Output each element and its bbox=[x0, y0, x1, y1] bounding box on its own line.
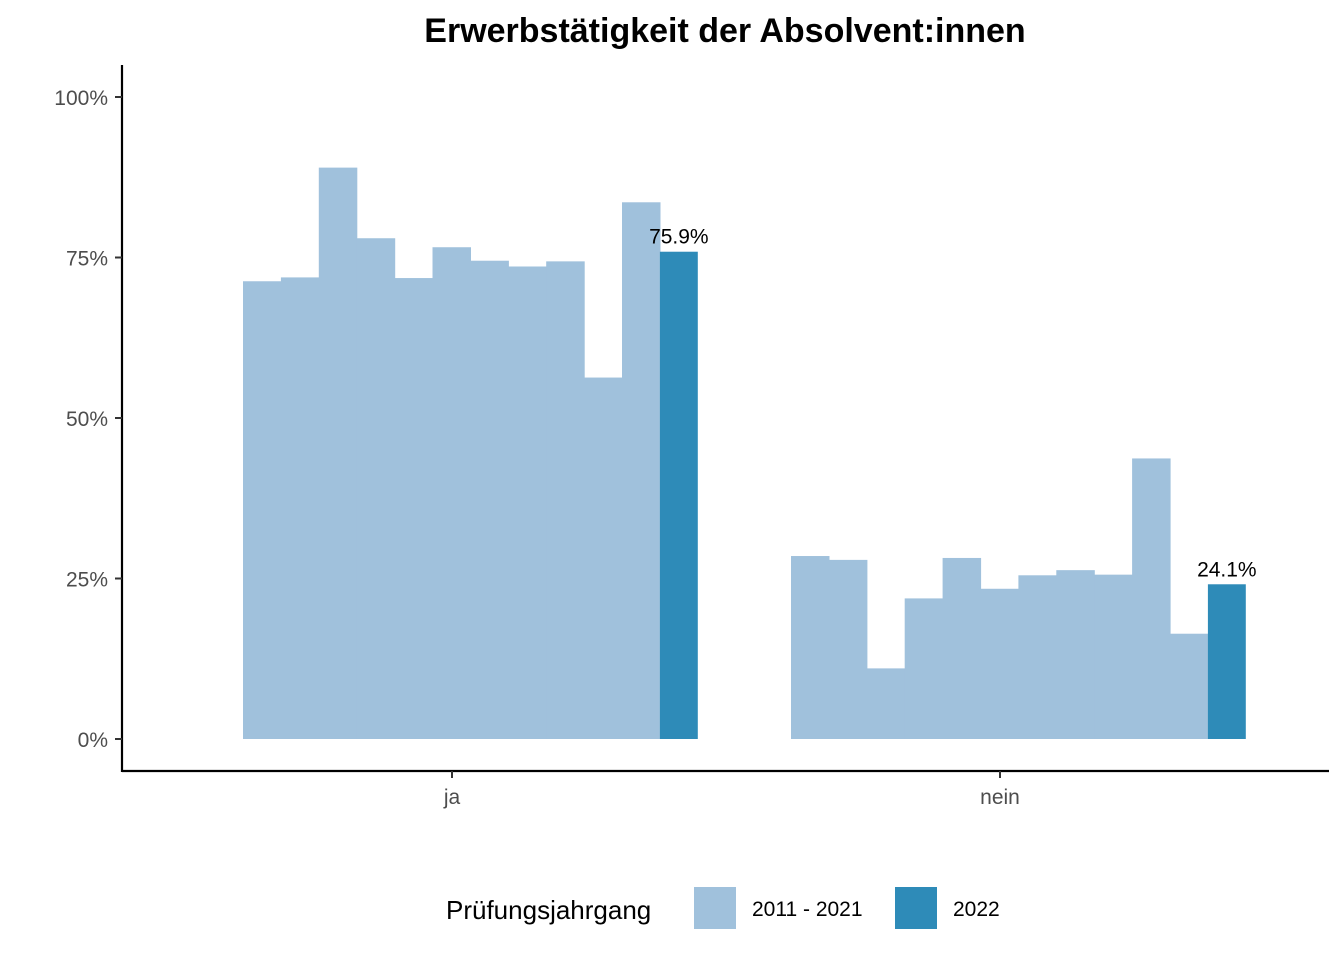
bar-ja-9 bbox=[546, 261, 585, 739]
bar-nein-10 bbox=[1132, 458, 1171, 739]
bar-ja-11 bbox=[622, 202, 661, 740]
value-labels-layer: 75.9% 24.1% bbox=[649, 226, 1257, 582]
bar-nein-5 bbox=[942, 557, 982, 739]
bar-nein-11 bbox=[1170, 633, 1209, 739]
bar-nein-4 bbox=[904, 598, 944, 739]
bar-ja-2 bbox=[280, 277, 320, 739]
y-tick-label: 0% bbox=[78, 729, 108, 752]
x-axis-ticks: ja nein bbox=[443, 771, 1020, 809]
value-label-ja: 75.9% bbox=[649, 226, 709, 249]
bar-nein-8 bbox=[1056, 570, 1095, 739]
bar-nein-6 bbox=[980, 588, 1019, 739]
bar-ja-6 bbox=[432, 247, 471, 739]
bar-nein-2 bbox=[828, 559, 868, 739]
bar-nein-7 bbox=[1018, 575, 1057, 739]
y-tick-label: 25% bbox=[66, 569, 108, 592]
legend-title: Prüfungsjahrgang bbox=[446, 895, 651, 925]
bar-nein-3 bbox=[866, 668, 906, 739]
legend: Prüfungsjahrgang 2011 - 2021 2022 bbox=[446, 887, 1000, 929]
bar-nein-9 bbox=[1094, 574, 1133, 739]
bar-ja-7 bbox=[470, 260, 509, 739]
bar-ja-10 bbox=[584, 377, 623, 739]
bar-ja-1 bbox=[243, 281, 282, 739]
y-tick-label: 100% bbox=[54, 87, 108, 110]
x-tick-label-nein: nein bbox=[980, 786, 1020, 809]
value-label-nein: 24.1% bbox=[1197, 558, 1257, 581]
bar-ja-4 bbox=[356, 238, 396, 740]
bar-ja-5 bbox=[394, 278, 434, 739]
chart-title: Erwerbstätigkeit der Absolvent:innen bbox=[424, 12, 1025, 50]
y-axis-ticks: 0% 25% 50% 75% 100% bbox=[54, 87, 122, 752]
y-tick-label: 75% bbox=[66, 248, 108, 271]
y-tick-label: 50% bbox=[66, 408, 108, 431]
bars-layer bbox=[243, 167, 1246, 740]
legend-label-2011-2021: 2011 - 2021 bbox=[752, 898, 863, 921]
legend-swatch-2022 bbox=[895, 887, 937, 929]
bar-ja-3 bbox=[318, 167, 358, 739]
x-tick-label-ja: ja bbox=[443, 786, 461, 809]
bar-nein-1 bbox=[791, 556, 830, 739]
legend-label-2022: 2022 bbox=[953, 898, 1000, 921]
bar-nein-current bbox=[1207, 584, 1246, 739]
legend-swatch-2011-2021 bbox=[694, 887, 736, 929]
bar-ja-8 bbox=[508, 266, 547, 739]
bar-ja-current bbox=[659, 251, 698, 740]
